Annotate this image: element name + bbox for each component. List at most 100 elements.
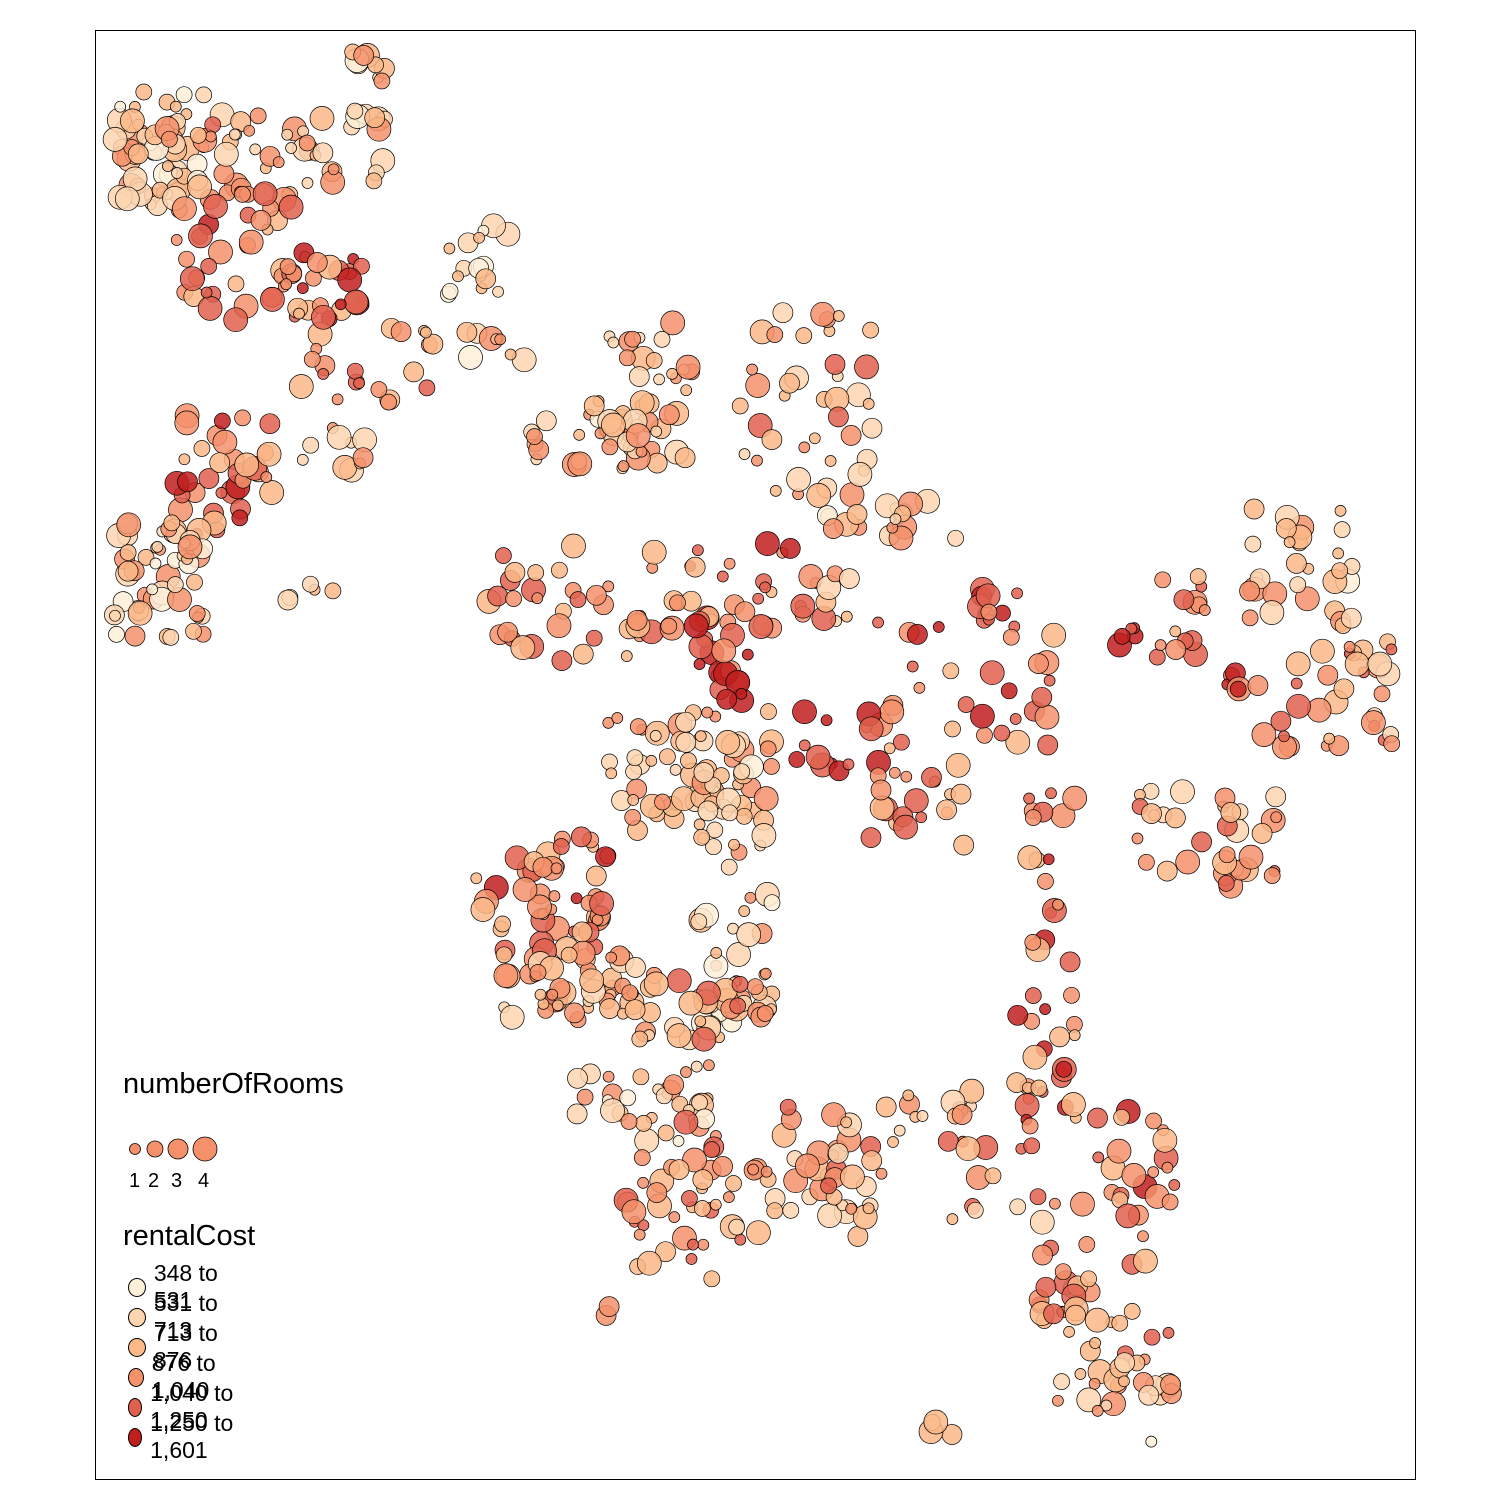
rental-point xyxy=(893,814,918,840)
rental-point xyxy=(947,529,964,547)
rental-point xyxy=(1220,802,1242,823)
rental-point xyxy=(346,102,364,120)
rental-point xyxy=(883,742,896,755)
rental-point xyxy=(625,423,651,448)
rental-point xyxy=(1054,1263,1072,1281)
rental-point xyxy=(660,617,678,635)
rental-point xyxy=(495,547,512,564)
rental-point xyxy=(527,564,545,581)
rental-point xyxy=(174,410,200,436)
rental-point xyxy=(1191,831,1212,853)
rental-point xyxy=(195,86,213,104)
rental-point xyxy=(779,538,801,559)
rental-point xyxy=(631,1030,649,1048)
rental-point xyxy=(1115,1203,1141,1229)
rental-point xyxy=(309,106,335,131)
rental-point xyxy=(569,591,587,608)
rental-point xyxy=(692,544,704,557)
rental-point xyxy=(889,513,902,525)
rental-point xyxy=(751,454,763,467)
rental-point xyxy=(1065,1304,1086,1326)
rental-point xyxy=(1189,568,1207,585)
rental-point xyxy=(602,580,615,593)
rental-point xyxy=(1251,823,1273,844)
rental-point xyxy=(527,894,552,920)
rental-point xyxy=(353,257,370,275)
rental-point xyxy=(755,531,780,556)
rental-point xyxy=(573,429,586,441)
rental-point xyxy=(249,143,262,156)
rental-point xyxy=(1247,675,1269,696)
rental-point xyxy=(846,504,868,525)
rental-point xyxy=(1251,722,1277,747)
rental-point xyxy=(504,562,526,583)
rental-point xyxy=(117,560,139,582)
rental-point xyxy=(492,285,504,298)
size-legend-circle xyxy=(146,1140,164,1158)
rental-point xyxy=(752,592,765,605)
rental-point xyxy=(690,1060,703,1073)
rental-point xyxy=(127,600,153,626)
rental-point xyxy=(625,763,642,780)
rental-point xyxy=(1165,639,1187,660)
rental-point xyxy=(583,395,605,417)
rental-point xyxy=(779,372,800,394)
rental-point xyxy=(827,1142,849,1164)
rental-point xyxy=(923,1409,949,1435)
rental-point xyxy=(1118,1375,1130,1388)
rental-point xyxy=(353,45,375,66)
rental-point xyxy=(579,968,605,994)
rental-point xyxy=(551,650,573,671)
size-label-4: 4 xyxy=(198,1170,210,1192)
rental-point xyxy=(693,829,711,846)
rental-point xyxy=(605,951,618,964)
rental-point xyxy=(204,130,217,143)
rental-point xyxy=(731,397,749,415)
rental-point xyxy=(403,361,425,383)
rental-point xyxy=(102,127,128,152)
rental-point xyxy=(278,194,304,220)
color-legend: rentalCost 348 to 531 531 to 713 713 to … xyxy=(123,1220,255,1463)
map-points xyxy=(102,43,1401,1448)
size-label-3: 3 xyxy=(171,1170,183,1192)
rental-point xyxy=(114,100,127,113)
rental-point xyxy=(116,512,142,538)
rental-point xyxy=(1367,651,1393,677)
rental-point xyxy=(605,767,618,780)
rental-point xyxy=(659,748,676,766)
rental-point xyxy=(726,942,751,967)
rental-point xyxy=(1283,536,1296,548)
rental-point xyxy=(738,905,751,917)
rental-point xyxy=(227,275,245,293)
rental-point xyxy=(746,978,764,996)
rental-point xyxy=(177,471,198,493)
rental-point xyxy=(728,838,740,851)
rental-point xyxy=(1032,1244,1053,1266)
rental-point xyxy=(875,1167,888,1180)
rental-point xyxy=(690,913,708,931)
rental-point xyxy=(946,1213,959,1225)
rental-point xyxy=(693,658,706,670)
rental-point xyxy=(420,326,432,339)
rental-point xyxy=(766,326,784,343)
rental-point xyxy=(936,799,957,821)
rental-point xyxy=(327,163,340,176)
rental-point xyxy=(806,483,832,508)
rental-point xyxy=(945,752,971,778)
rental-point xyxy=(966,1201,984,1219)
rental-point xyxy=(353,377,365,389)
rental-point xyxy=(688,634,714,659)
rental-point xyxy=(668,1159,690,1180)
rental-point xyxy=(653,331,671,348)
rental-point xyxy=(824,455,837,467)
rental-point xyxy=(716,688,738,710)
rental-point xyxy=(475,268,497,290)
rental-point xyxy=(179,266,205,292)
rental-point xyxy=(564,1002,585,1024)
rental-point xyxy=(175,86,193,104)
rental-point xyxy=(1340,607,1362,629)
rental-point xyxy=(452,270,464,283)
rental-point xyxy=(824,354,846,375)
rental-point xyxy=(260,471,273,483)
rental-point xyxy=(798,564,824,589)
